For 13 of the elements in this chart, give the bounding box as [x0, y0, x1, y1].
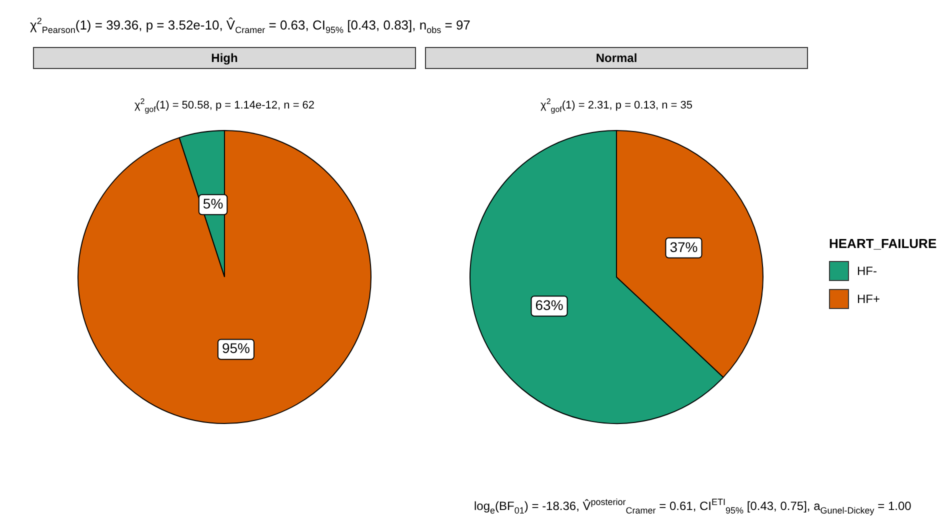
chart-subtitle: χ$^{2}$$_{gof}$(1) = 50.58, p = 1.14e-12, n = 62 [133, 97, 316, 114]
data-label: 63% [535, 296, 564, 313]
legend-label: HF- [857, 264, 877, 278]
chart-title: High [33, 47, 416, 69]
data-label: 37% [670, 238, 698, 255]
data-label: 95% [222, 340, 250, 356]
legend-title: HEART_FAILURE [829, 236, 937, 251]
chart-title: Normal [425, 47, 808, 69]
legend-label: HF+ [857, 292, 880, 306]
text: log$_{e}$(BF$_{01}$) = -18.36, V̂$^{posterior}$$_{Cramer}$ = 0.61, CI$^{ETI}$$_{95%}$ [0.43, 0.75], a$_{Gunel-Dickey}$ = 1.00 [474, 497, 912, 516]
text: χ$^{2}$$_{Pearson}$(1) = 39.36, p = 3.52e-10, V̂$_{Cramer}$ = 0.63, CI$_{95%}$ [0.43, 0.83], n$_{obs}$ = 97 [30, 16, 470, 35]
chart-subtitle: χ$^{2}$$_{gof}$(1) = 2.31, p = 0.13, n = 35 [540, 97, 694, 114]
data-label: 5% [202, 196, 224, 212]
